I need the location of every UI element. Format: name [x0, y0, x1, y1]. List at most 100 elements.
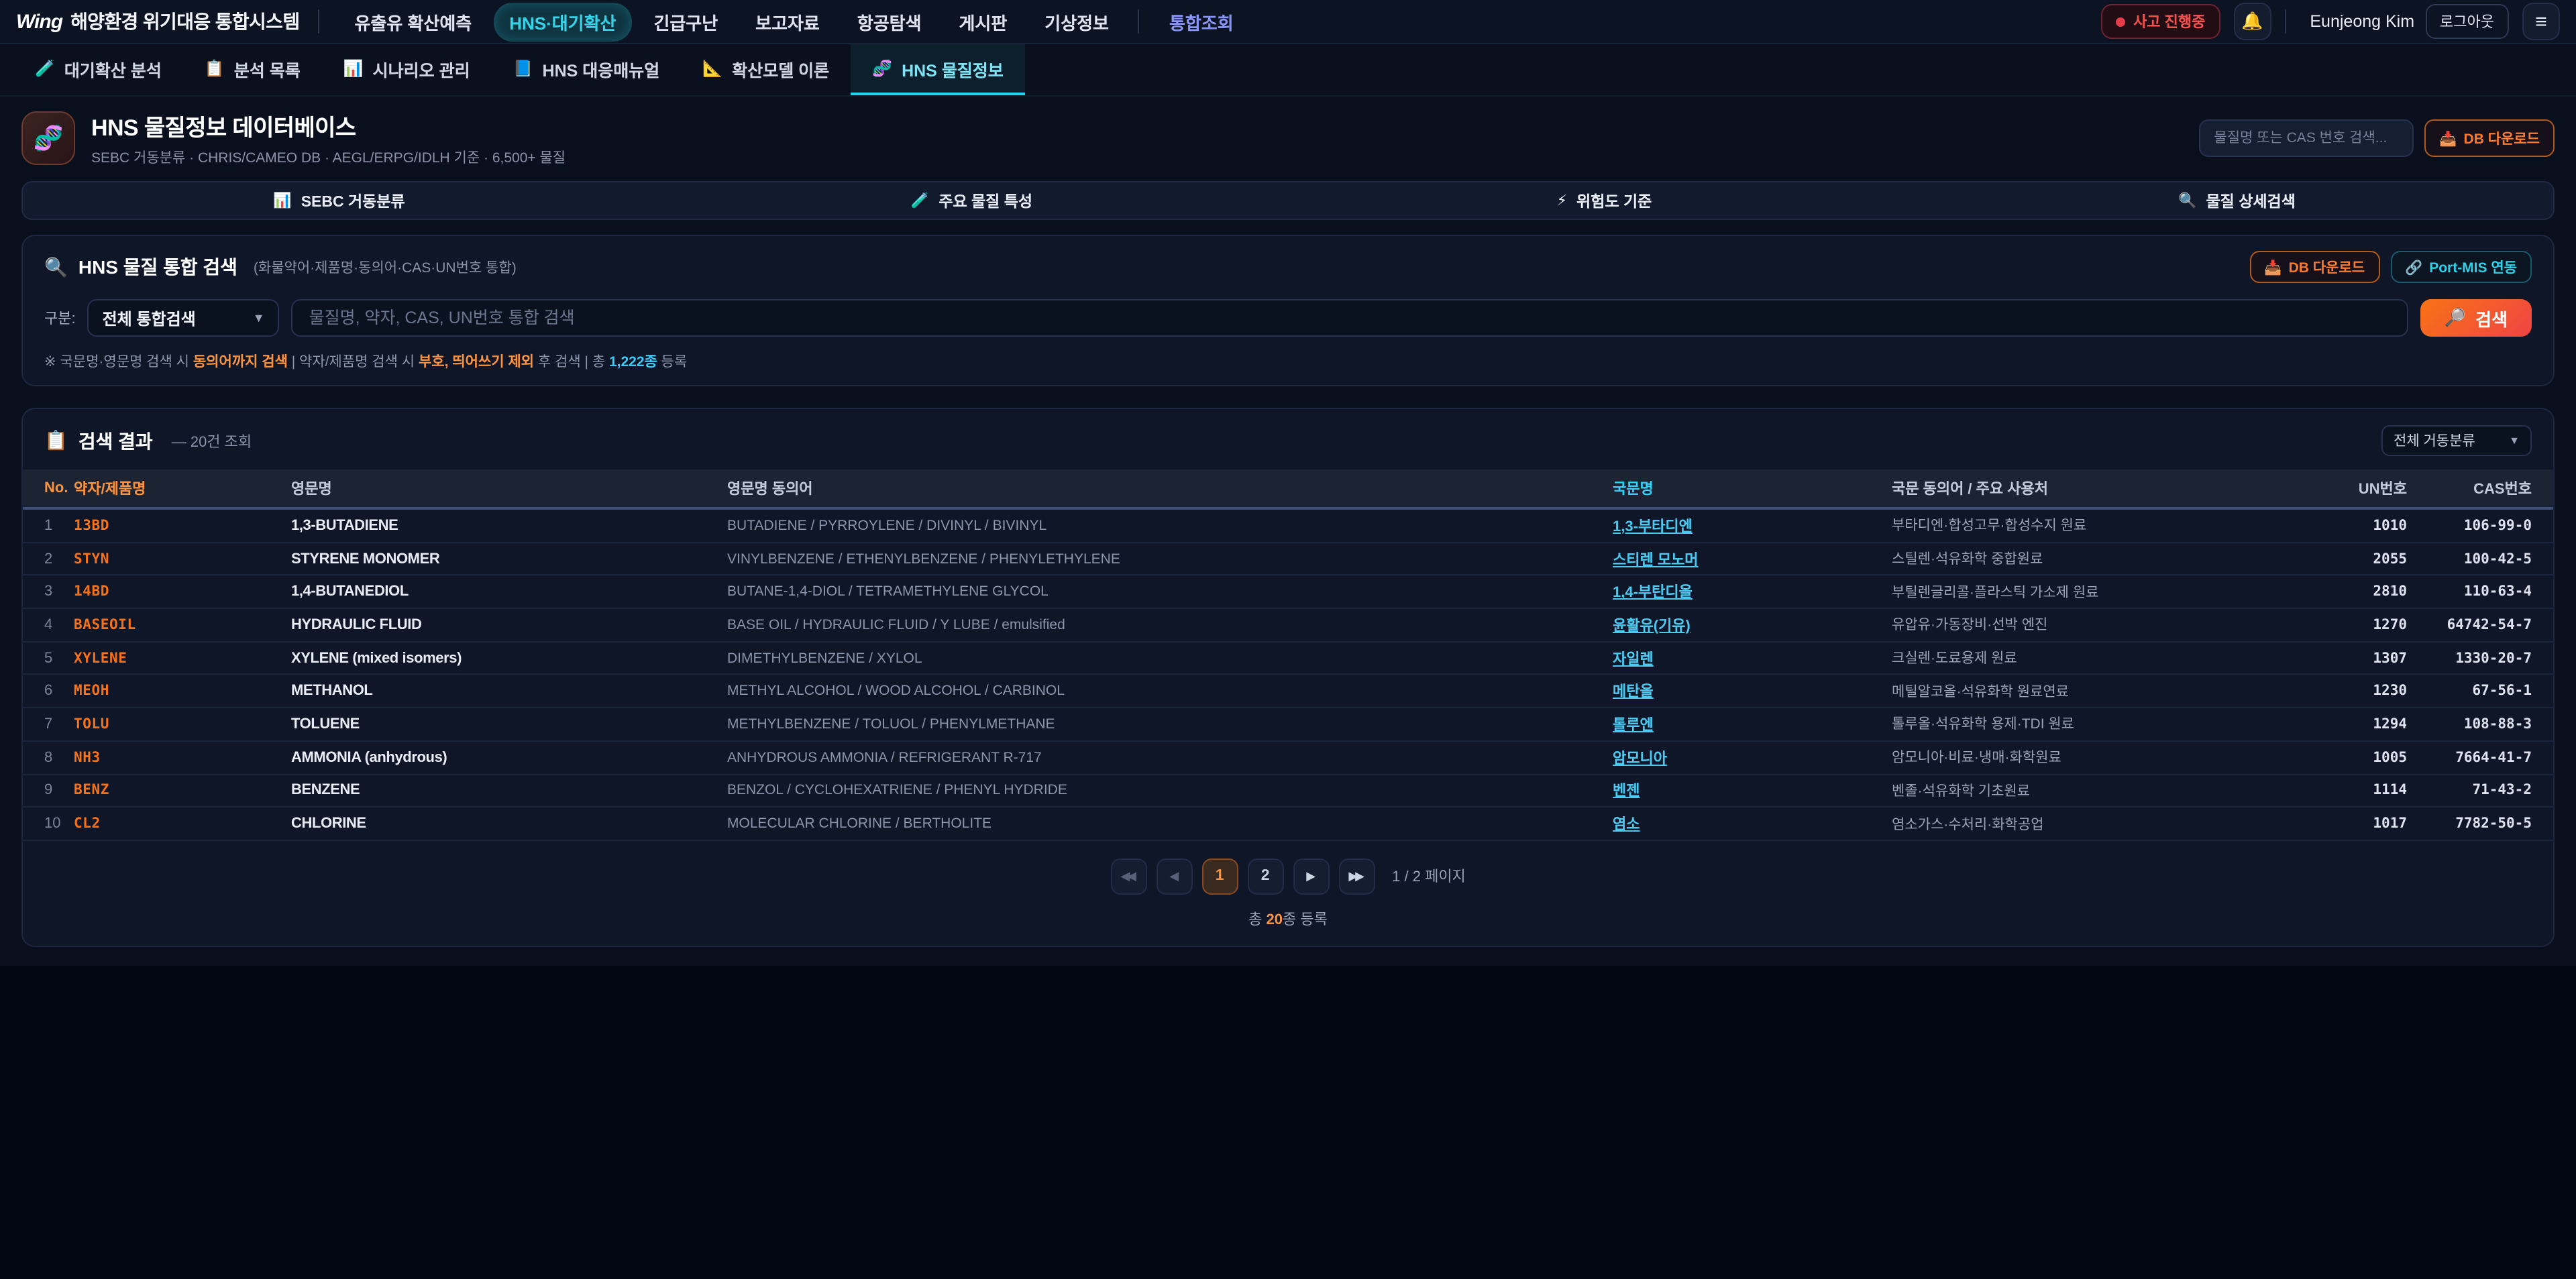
page-title: HNS 물질정보 데이터베이스 — [91, 115, 356, 141]
table-row[interactable]: 7 TOLU TOLUENE METHYLBENZENE / TOLUOL / … — [23, 708, 2553, 742]
results-title-text: 검색 결과 — [78, 430, 153, 451]
tab-label: 대기확산 분석 — [64, 61, 162, 80]
col-english-synonyms: 영문명 동의어 — [727, 482, 813, 498]
row-number: 4 — [44, 616, 53, 633]
row-number: 9 — [44, 782, 53, 799]
table-row[interactable]: 9 BENZ BENZENE BENZOL / CYCLOHEXATRIENE … — [23, 775, 2553, 808]
book-icon: 📘 — [513, 59, 533, 78]
table-row[interactable]: 6 MEOH METHANOL METHYL ALCOHOL / WOOD AL… — [23, 675, 2553, 709]
menu-item-rescue[interactable]: 긴급구난 — [653, 13, 718, 33]
korean-name-cell: 톨루엔 — [1607, 714, 1886, 735]
un-number-cell: 1294 — [2373, 716, 2407, 732]
db-download-label: DB 다운로드 — [2463, 131, 2540, 147]
tab-dispersion-analysis[interactable]: 🧪 대기확산 분석 — [13, 44, 183, 95]
table-row[interactable]: 4 BASEOIL HYDRAULIC FLUID BASE OIL / HYD… — [23, 609, 2553, 643]
results-count: — 20건 조회 — [171, 434, 252, 450]
notification-bell-button[interactable]: 🔔 — [2233, 3, 2271, 40]
tab-analysis-list[interactable]: 📋 분석 목록 — [183, 44, 322, 95]
logout-button[interactable]: 로그아웃 — [2425, 4, 2509, 39]
table-row[interactable]: 5 XYLENE XYLENE (mixed isomers) DIMETHYL… — [23, 643, 2553, 675]
tab-label: 확산모델 이론 — [732, 61, 830, 80]
cas-number-cell: 110-63-4 — [2463, 583, 2532, 600]
results-table-body: 1 13BD 1,3-BUTADIENE BUTADIENE / PYRROYL… — [23, 510, 2553, 841]
category-risk-criteria[interactable]: ⚡ 위험도 기준 — [1288, 182, 1921, 219]
tab-scenario-management[interactable]: 📊 시나리오 관리 — [322, 44, 492, 95]
korean-name-link[interactable]: 메탄올 — [1613, 684, 1654, 701]
table-row[interactable]: 3 14BD 1,4-BUTANEDIOL BUTANE-1,4-DIOL / … — [23, 576, 2553, 610]
english-synonyms-cell: DIMETHYLBENZENE / XYLOL — [727, 650, 922, 667]
search-type-select[interactable]: 전체 통합검색 ▼ — [87, 299, 280, 337]
korean-name-link[interactable]: 1,3-부타디엔 — [1613, 518, 1693, 535]
col-un-number: UN번호 — [2358, 482, 2407, 498]
abbreviation-cell: STYN — [74, 551, 109, 567]
search-button[interactable]: 🔎 검색 — [2420, 299, 2532, 337]
quick-search-input[interactable] — [2199, 119, 2414, 157]
main-content: 🧬 HNS 물질정보 데이터베이스 SEBC 거동분류 · CHRIS/CAME… — [0, 97, 2576, 966]
category-label: 주요 물질 특성 — [938, 194, 1033, 210]
tab-label: 시나리오 관리 — [372, 61, 470, 80]
korean-name-link[interactable]: 자일렌 — [1613, 651, 1654, 668]
korean-name-cell: 윤활유(기유) — [1607, 614, 1886, 636]
abbreviation-cell: BENZ — [74, 782, 109, 799]
korean-name-cell: 스티렌 모노머 — [1607, 548, 1886, 569]
behavior-class-filter-select[interactable]: 전체 거동분류 ▼ — [2381, 425, 2532, 456]
menu-item-weather[interactable]: 기상정보 — [1044, 13, 1109, 33]
integrated-search-input[interactable] — [291, 299, 2408, 337]
korean-name-link[interactable]: 벤젠 — [1613, 783, 1640, 800]
tab-label: HNS 대응매뉴얼 — [542, 61, 660, 80]
table-row[interactable]: 8 NH3 AMMONIA (anhydrous) ANHYDROUS AMMO… — [23, 742, 2553, 775]
bar-chart-icon: 📊 — [343, 59, 364, 78]
search-button-label: 검색 — [2475, 309, 2508, 329]
category-substance-properties[interactable]: 🧪 주요 물질 특성 — [655, 182, 1288, 219]
category-sebc-classification[interactable]: 📊 SEBC 거동분류 — [23, 182, 655, 219]
korean-name-link[interactable]: 윤활유(기유) — [1613, 618, 1690, 634]
cas-number-cell: 67-56-1 — [2472, 683, 2532, 700]
db-download-button[interactable]: 📥 DB 다운로드 — [2424, 119, 2555, 157]
english-name-cell: STYRENE MONOMER — [291, 551, 440, 567]
filter-selected-value: 전체 거동분류 — [2394, 433, 2475, 449]
table-row[interactable]: 10 CL2 CHLORINE MOLECULAR CHLORINE / BER… — [23, 808, 2553, 841]
korean-synonyms-cell: 크실렌·도료용제 원료 — [1892, 651, 2017, 667]
tab-hns-substance-info[interactable]: 🧬 HNS 물질정보 — [851, 44, 1025, 95]
tab-model-theory[interactable]: 📐 확산모델 이론 — [681, 44, 851, 95]
menu-item-reports[interactable]: 보고자료 — [755, 13, 820, 33]
korean-name-link[interactable]: 스티렌 모노머 — [1613, 552, 1699, 569]
menu-item-board[interactable]: 게시판 — [959, 13, 1008, 33]
row-number: 7 — [44, 716, 53, 732]
next-page-button[interactable]: ▶ — [1293, 858, 1330, 895]
first-page-button[interactable]: ◀◀ — [1110, 858, 1147, 895]
menu-item-oil-spill[interactable]: 유출유 확산예측 — [354, 13, 472, 33]
korean-name-link[interactable]: 암모니아 — [1613, 750, 1667, 767]
portmis-link-button[interactable]: 🔗 Port-MIS 연동 — [2390, 251, 2532, 283]
abbreviation-cell: XYLENE — [74, 650, 127, 667]
last-page-button[interactable]: ▶▶ — [1338, 858, 1375, 895]
incident-status-badge: 사고 진행중 — [2101, 4, 2220, 39]
abbreviation-cell: 13BD — [74, 517, 109, 534]
cas-number-cell: 71-43-2 — [2472, 782, 2532, 799]
korean-name-cell: 자일렌 — [1607, 647, 1886, 669]
korean-name-link[interactable]: 톨루엔 — [1613, 717, 1654, 734]
menu-item-integrated-lookup[interactable]: 통합조회 — [1169, 13, 1234, 33]
page-button-1[interactable]: 1 — [1201, 858, 1238, 895]
category-detail-search[interactable]: 🔍 물질 상세검색 — [1921, 182, 2553, 219]
db-download-button-small[interactable]: 📥 DB 다운로드 — [2249, 251, 2380, 283]
cas-number-cell: 100-42-5 — [2463, 551, 2532, 567]
english-name-cell: AMMONIA (anhydrous) — [291, 749, 447, 766]
table-row[interactable]: 1 13BD 1,3-BUTADIENE BUTADIENE / PYRROYL… — [23, 510, 2553, 543]
un-number-cell: 2810 — [2373, 583, 2407, 600]
english-synonyms-cell: METHYLBENZENE / TOLUOL / PHENYLMETHANE — [727, 716, 1055, 732]
hamburger-menu-button[interactable]: ≡ — [2522, 3, 2560, 40]
table-row[interactable]: 2 STYN STYRENE MONOMER VINYLBENZENE / ET… — [23, 543, 2553, 576]
un-number-cell: 1307 — [2373, 650, 2407, 667]
col-no: No. — [44, 480, 68, 496]
page-button-2[interactable]: 2 — [1247, 858, 1284, 895]
menu-item-aerial-search[interactable]: 항공탐색 — [857, 13, 922, 33]
previous-page-button[interactable]: ◀ — [1156, 858, 1193, 895]
menu-item-hns-dispersion[interactable]: HNS·대기확산 — [493, 2, 633, 41]
db-download-label: DB 다운로드 — [2288, 260, 2365, 276]
korean-name-link[interactable]: 염소 — [1613, 817, 1640, 834]
tab-hns-manual[interactable]: 📘 HNS 대응매뉴얼 — [492, 44, 682, 95]
search-panel-title-text: HNS 물질 통합 검색 — [78, 256, 237, 278]
korean-name-link[interactable]: 1,4-부탄디올 — [1613, 585, 1693, 602]
english-synonyms-cell: BENZOL / CYCLOHEXATRIENE / PHENYL HYDRID… — [727, 782, 1067, 799]
